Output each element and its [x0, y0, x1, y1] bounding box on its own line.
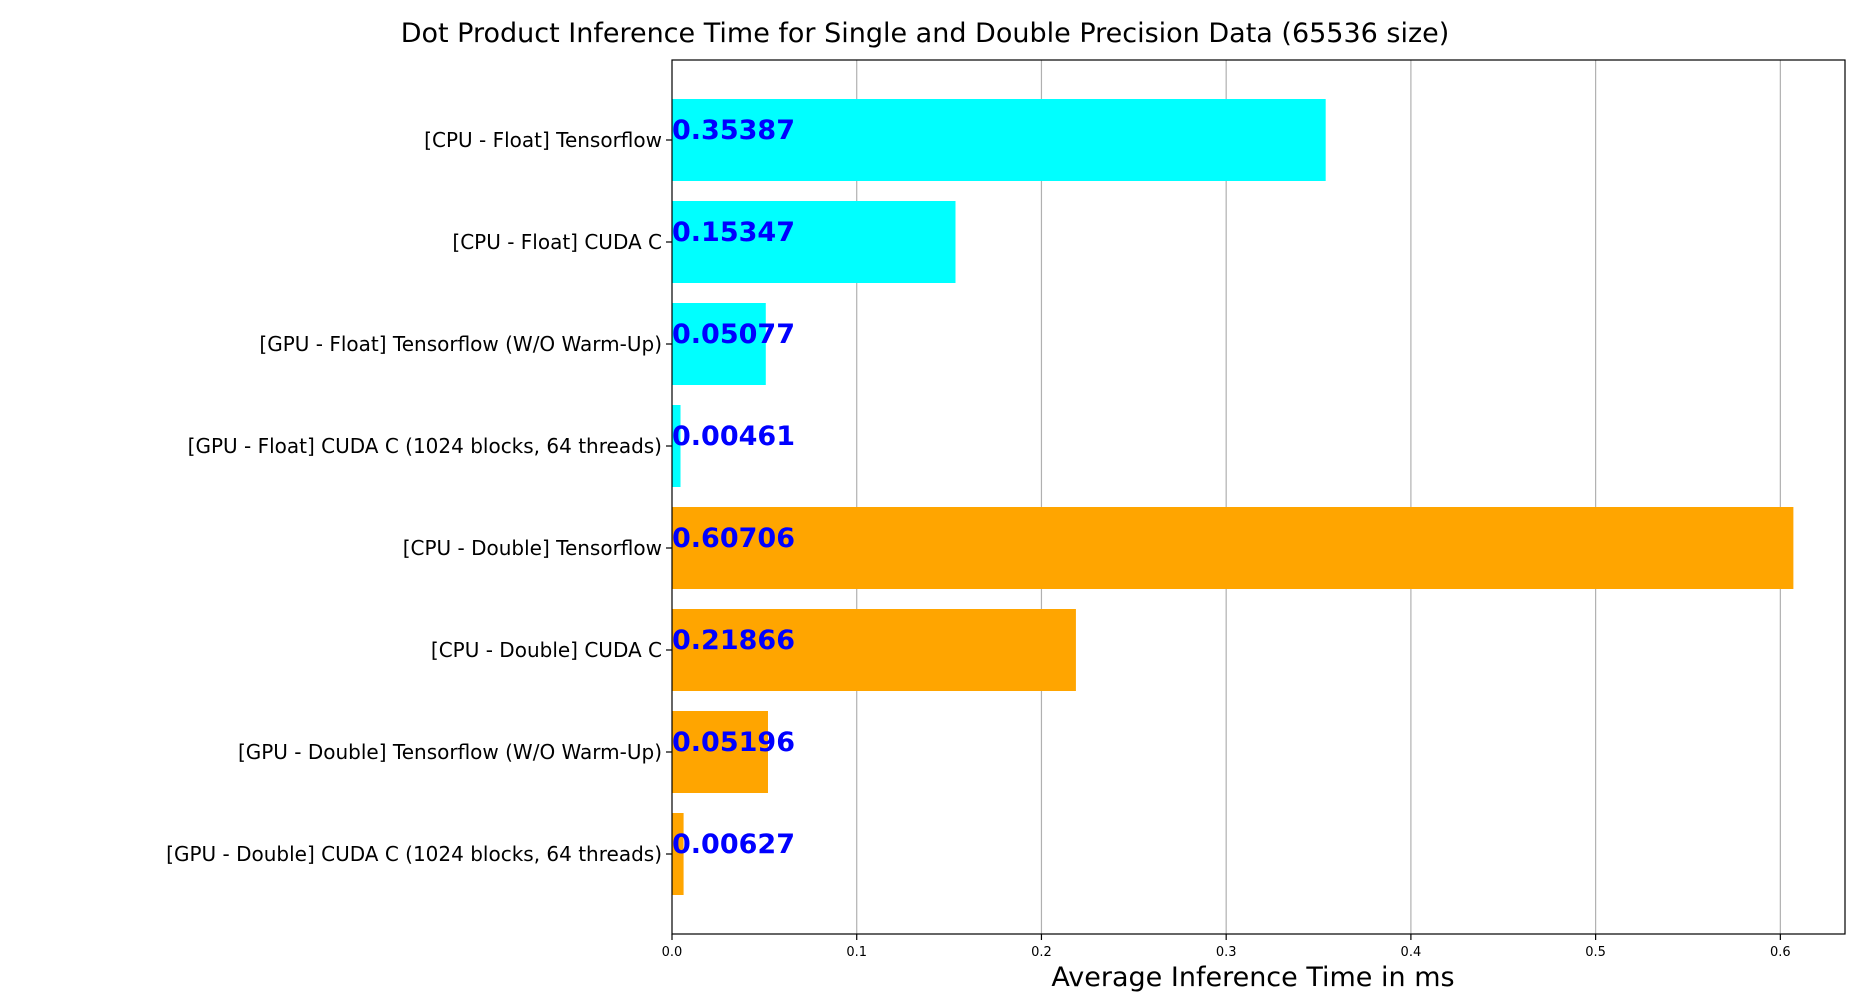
bar — [672, 711, 768, 793]
ticks-layer: 0.0 0.1 0.2 0.3 0.4 0.5 0.6 — [662, 934, 1791, 960]
bar-value-label: 0.60706 — [672, 523, 795, 554]
bar-value-label: 0.05196 — [672, 727, 795, 758]
x-tick-label: 0.6 — [1770, 945, 1791, 960]
bar — [672, 201, 956, 283]
category-label: [GPU - Double] CUDA C (1024 blocks, 64 t… — [166, 842, 662, 866]
bar — [672, 303, 766, 385]
category-label: [CPU - Double] CUDA C — [431, 638, 662, 662]
bar-value-label: 0.15347 — [672, 217, 795, 248]
bar — [672, 813, 684, 895]
bars-layer — [672, 99, 1794, 895]
bar — [672, 609, 1076, 691]
x-tick-label: 0.1 — [846, 945, 867, 960]
grid-layer — [856, 60, 1781, 934]
x-tick-label: 0.5 — [1585, 945, 1606, 960]
category-label: [GPU - Float] CUDA C (1024 blocks, 64 th… — [188, 434, 662, 458]
bar — [672, 99, 1326, 181]
bar-value-label: 0.00461 — [672, 421, 795, 452]
bar — [672, 405, 681, 487]
category-label: [CPU - Float] Tensorflow — [424, 128, 662, 152]
x-tick-label: 0.4 — [1401, 945, 1422, 960]
x-tick-label: 0.3 — [1216, 945, 1237, 960]
bar-value-label: 0.05077 — [672, 319, 795, 350]
plot-frame — [671, 59, 1846, 935]
x-tick-label: 0.0 — [662, 945, 683, 960]
category-label: [CPU - Float] CUDA C — [452, 230, 662, 254]
category-label: [GPU - Double] Tensorflow (W/O Warm-Up) — [238, 740, 662, 764]
bar — [672, 507, 1794, 589]
chart-title: Dot Product Inference Time for Single an… — [401, 18, 1450, 49]
bar-value-label: 0.21866 — [672, 625, 795, 656]
bar-value-label: 0.00627 — [672, 829, 795, 860]
category-label: [GPU - Float] Tensorflow (W/O Warm-Up) — [259, 332, 662, 356]
value-labels-layer: 0.35387 0.15347 0.05077 0.00461 0.60706 0.218… — [672, 115, 795, 860]
category-labels-layer: [CPU - Float] Tensorflow [CPU - Float] CU… — [166, 128, 672, 866]
x-axis-label: Average Inference Time in ms — [1051, 962, 1454, 993]
x-tick-label: 0.2 — [1031, 945, 1052, 960]
bar-value-label: 0.35387 — [672, 115, 795, 146]
category-label: [CPU - Double] Tensorflow — [403, 536, 662, 560]
